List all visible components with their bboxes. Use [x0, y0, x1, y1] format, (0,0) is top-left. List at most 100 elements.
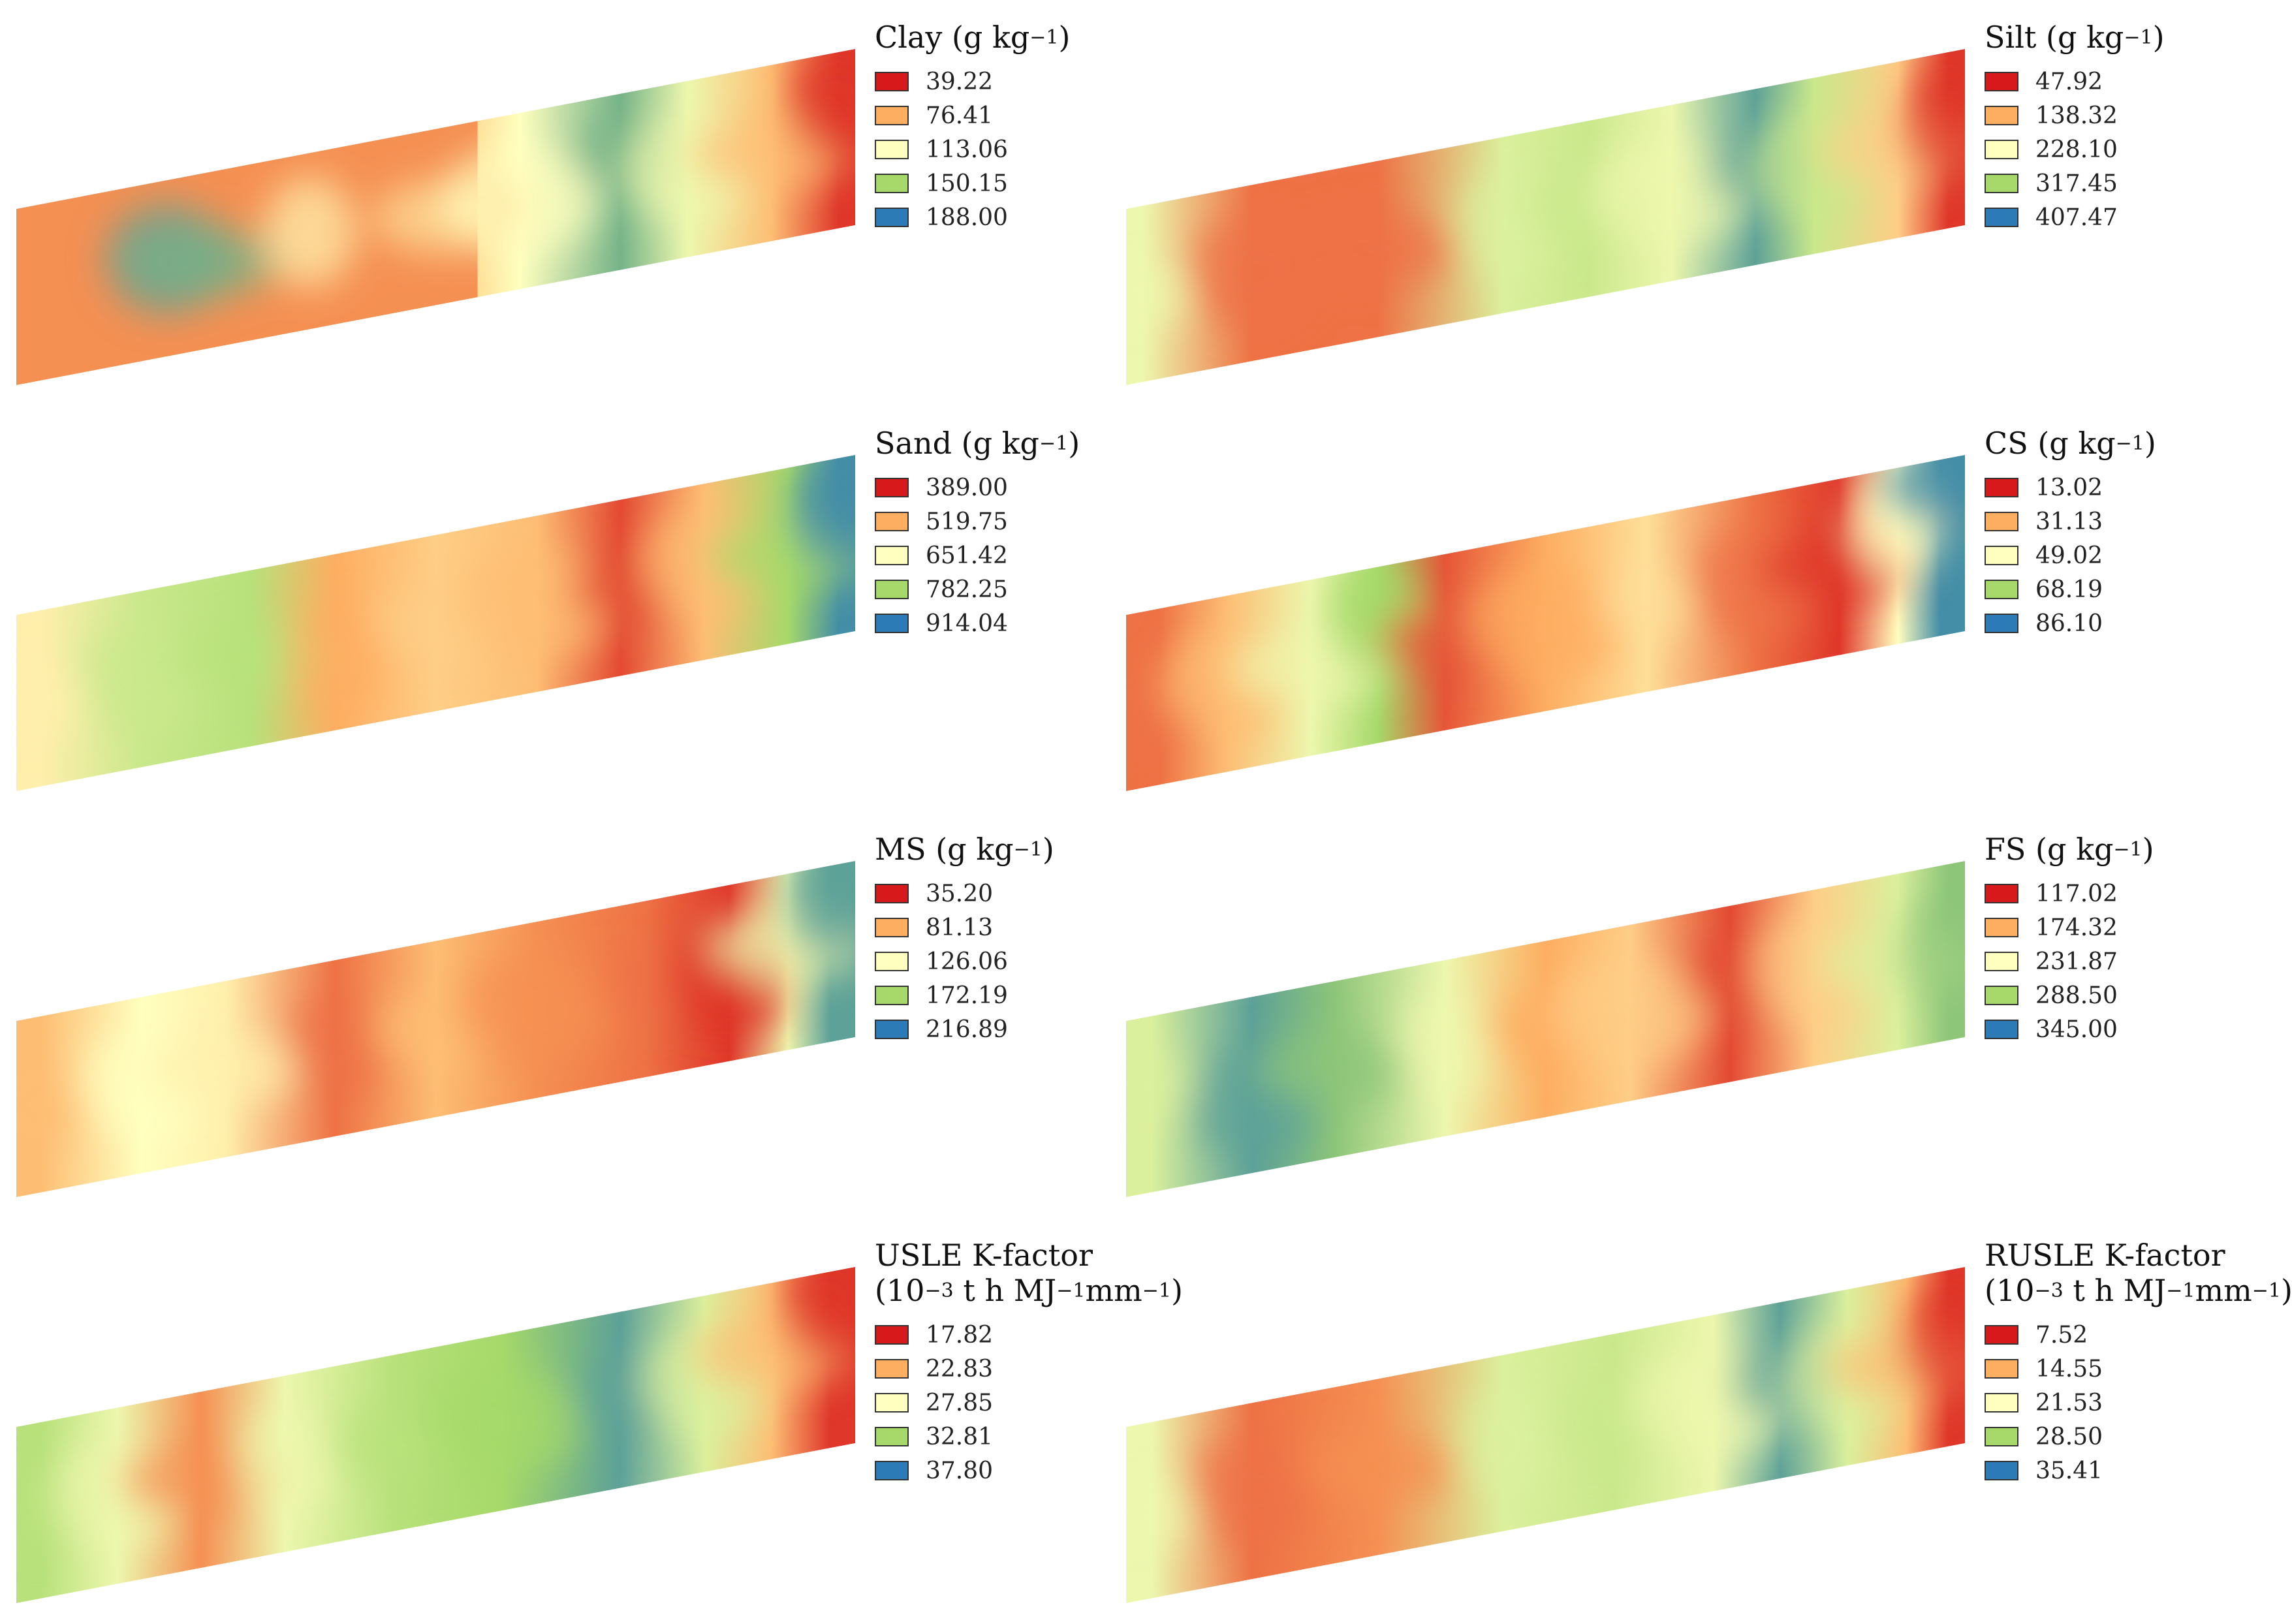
- legend-value: 22.83: [926, 1355, 994, 1382]
- legend-swatch: [875, 512, 909, 531]
- map-blob: [793, 456, 855, 567]
- legend-list: 35.20 81.13 126.06 172.19 216.89: [875, 877, 1054, 1046]
- map-blob: [16, 663, 87, 734]
- legend-swatch: [1985, 208, 2018, 227]
- legend-item: 113.06: [875, 133, 1070, 166]
- legend-title-exponent: −1: [1013, 838, 1043, 861]
- legend-item: 35.41: [1985, 1454, 2292, 1488]
- legend-item: 31.13: [1985, 505, 2156, 539]
- legend-item: 81.13: [875, 911, 1054, 945]
- map-blob: [289, 604, 381, 715]
- map-blob: [16, 1069, 87, 1140]
- legend-item: 317.45: [1985, 166, 2165, 200]
- legend-item: 22.83: [875, 1352, 1183, 1386]
- map-blob: [424, 1367, 581, 1478]
- legend-title: MS (g kg−1): [875, 832, 1054, 867]
- map-strip: [1126, 455, 1965, 791]
- legend-title: RUSLE K-factor (10−3 t h MJ−1mm−1): [1985, 1238, 2292, 1313]
- legend-value: 81.13: [926, 914, 994, 941]
- legend-swatch: [875, 1427, 909, 1446]
- legend-title-unit: (10−3 t h MJ−1mm−1): [875, 1273, 1183, 1308]
- legend-title: FS (g kg−1): [1985, 832, 2154, 867]
- legend-title-exponent: −1: [2115, 432, 2144, 455]
- map-strip: [16, 49, 855, 385]
- panel-rusle-k-factor: RUSLE K-factor (10−3 t h MJ−1mm−1) 7.52 14.…: [1110, 1218, 2292, 1624]
- legend: Clay (g kg−1) 39.22 76.41 113.06 150.15 188.0…: [875, 20, 1070, 234]
- legend-item: 345.00: [1985, 1012, 2154, 1046]
- legend-value: 113.06: [926, 136, 1008, 163]
- map-blob: [264, 177, 356, 288]
- map-blob: [1684, 941, 1776, 1012]
- panel-sand: Sand (g kg−1) 389.00 519.75 651.42 782.25 914…: [0, 406, 1146, 812]
- map-strip: [1126, 1267, 1965, 1603]
- map-blob: [80, 623, 204, 734]
- map-blob: [148, 1033, 304, 1105]
- legend-swatch: [875, 72, 909, 91]
- legend-value: 782.25: [926, 576, 1008, 603]
- legend-swatch: [875, 1359, 909, 1379]
- legend-swatch: [1985, 512, 2018, 531]
- legend-value: 228.10: [2035, 136, 2118, 163]
- legend-item: 28.50: [1985, 1420, 2292, 1454]
- legend-value: 389.00: [926, 474, 1008, 501]
- legend-item: 39.22: [875, 65, 1070, 99]
- legend-list: 117.02 174.32 231.87 288.50 345.00: [1985, 877, 2154, 1046]
- legend-list: 47.92 138.32 228.10 317.45 407.47: [1985, 65, 2165, 234]
- legend-value: 86.10: [2035, 610, 2103, 637]
- legend-value: 345.00: [2035, 1016, 2118, 1043]
- map-blob: [1458, 1388, 1549, 1499]
- legend-swatch: [875, 546, 909, 565]
- map-strip: [1126, 49, 1965, 385]
- legend-title-name: MS (g kg: [875, 832, 1014, 867]
- legend-item: 228.10: [1985, 133, 2165, 166]
- legend-item: 17.82: [875, 1318, 1183, 1352]
- legend-value: 317.45: [2035, 170, 2118, 197]
- legend-item: 174.32: [1985, 911, 2154, 945]
- legend: MS (g kg−1) 35.20 81.13 126.06 172.19 216.89: [875, 832, 1054, 1046]
- legend-title-exponent: −1: [1029, 26, 1059, 49]
- legend-swatch: [1985, 478, 2018, 497]
- legend-swatch: [1985, 1393, 2018, 1413]
- legend-value: 37.80: [926, 1457, 994, 1484]
- legend-swatch: [875, 952, 909, 971]
- legend-swatch: [1985, 1325, 2018, 1345]
- legend-value: 31.13: [2035, 508, 2103, 535]
- legend-item: 49.02: [1985, 539, 2156, 572]
- legend-item: 288.50: [1985, 978, 2154, 1012]
- legend-value: 519.75: [926, 508, 1008, 535]
- legend-title-name: Sand (g kg: [875, 426, 1039, 461]
- legend-list: 7.52 14.55 21.53 28.50 35.41: [1985, 1318, 2292, 1488]
- legend-swatch: [875, 580, 909, 599]
- legend-swatch: [875, 478, 909, 497]
- legend-value: 35.41: [2035, 1457, 2103, 1484]
- legend-title-unit: (10−3 t h MJ−1mm−1): [1985, 1273, 2292, 1308]
- legend-value: 49.02: [2035, 542, 2103, 569]
- legend-swatch: [875, 1020, 909, 1039]
- legend-swatch: [875, 208, 909, 227]
- map-blob: [1468, 568, 1624, 679]
- legend-value: 14.55: [2035, 1355, 2103, 1382]
- map-strip: [16, 455, 855, 791]
- legend-item: 389.00: [875, 471, 1080, 505]
- legend-swatch: [1985, 546, 2018, 565]
- map-blob: [1601, 568, 1692, 640]
- legend-list: 389.00 519.75 651.42 782.25 914.04: [875, 471, 1080, 640]
- legend: FS (g kg−1) 117.02 174.32 231.87 288.50 345.0…: [1985, 832, 2154, 1046]
- map-blob: [123, 226, 279, 298]
- legend-item: 21.53: [1985, 1386, 2292, 1420]
- legend-title-name: CS (g kg: [1985, 426, 2116, 461]
- legend-item: 68.19: [1985, 572, 2156, 606]
- legend-item: 7.52: [1985, 1318, 2292, 1352]
- legend: Sand (g kg−1) 389.00 519.75 651.42 782.25 914…: [875, 426, 1080, 640]
- legend-value: 914.04: [926, 610, 1008, 637]
- legend-title-name: Silt (g kg: [1985, 20, 2124, 55]
- legend-value: 126.06: [926, 948, 1008, 975]
- legend-title: CS (g kg−1): [1985, 426, 2156, 461]
- legend-swatch: [875, 918, 909, 937]
- map-blob: [1458, 170, 1549, 281]
- legend-item: 27.85: [875, 1386, 1183, 1420]
- legend-value: 407.47: [2035, 204, 2118, 231]
- map-blob: [1300, 213, 1456, 285]
- legend-value: 117.02: [2035, 880, 2118, 907]
- legend-value: 35.20: [926, 880, 994, 907]
